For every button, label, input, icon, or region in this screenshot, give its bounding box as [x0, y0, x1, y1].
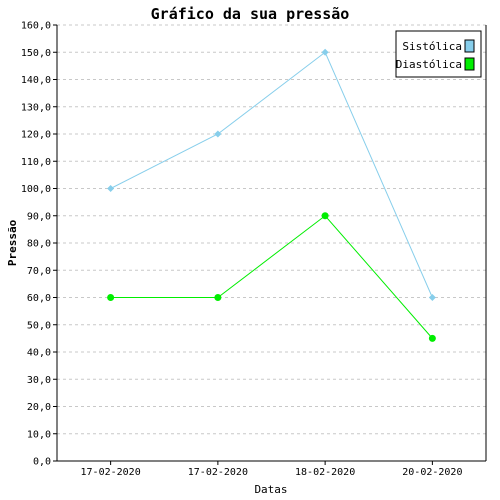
legend-label: Sistólica	[402, 40, 462, 53]
y-tick-label: 50,0	[27, 320, 51, 331]
y-tick-label: 130,0	[21, 102, 51, 113]
y-tick-label: 40,0	[27, 348, 51, 359]
y-tick-label: 110,0	[21, 157, 51, 168]
data-point	[214, 294, 222, 301]
y-axis-title: Pressão	[6, 219, 19, 266]
series-line-0	[110, 51, 433, 298]
legend-label: Diastólica	[396, 58, 462, 71]
x-axis-title: Datas	[254, 483, 287, 496]
data-point	[214, 130, 222, 138]
x-tick-label: 18-02-2020	[295, 467, 355, 478]
y-tick-label: 60,0	[27, 293, 51, 304]
axes: 0,0 10,0 20,0 30,0 40,0 50,0 60,0 70,0 80,0 90,0 1…	[21, 21, 487, 478]
y-tick-label: 70,0	[27, 266, 51, 277]
chart-title: Gráfico da sua pressão	[151, 5, 350, 23]
y-tick-label: 80,0	[27, 239, 51, 250]
y-tick-label: 30,0	[27, 375, 51, 386]
y-tick-label: 100,0	[21, 184, 51, 195]
series-line-1	[110, 215, 433, 339]
legend: Sistólica Diastólica	[395, 30, 482, 78]
y-tick-label: 120,0	[21, 130, 51, 141]
data-point	[107, 294, 115, 301]
x-tick-label: 17-02-2020	[81, 467, 141, 478]
y-tick-label: 20,0	[27, 402, 51, 413]
series-layer	[107, 48, 436, 342]
legend-swatch	[464, 39, 475, 53]
data-point	[428, 334, 436, 342]
y-tick-label: 90,0	[27, 211, 51, 222]
data-point	[428, 294, 436, 301]
x-tick-label: 20-02-2020	[402, 467, 462, 478]
legend-swatch	[464, 57, 475, 71]
x-tick-label: 17-02-2020	[188, 467, 248, 478]
data-point	[321, 212, 329, 220]
y-tick-label: 150,0	[21, 48, 51, 59]
y-tick-label: 10,0	[27, 429, 51, 440]
y-tick-label: 160,0	[21, 21, 51, 32]
y-tick-label: 0,0	[33, 457, 51, 468]
grid	[57, 24, 486, 435]
data-point	[107, 185, 115, 192]
y-tick-label: 140,0	[21, 75, 51, 86]
data-point	[321, 48, 329, 56]
